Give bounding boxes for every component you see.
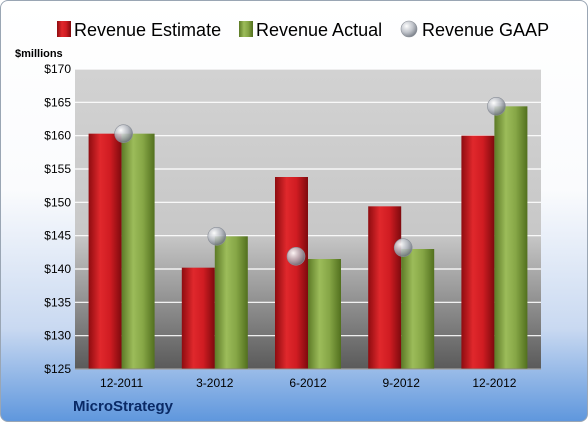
gaap-markers bbox=[114, 97, 506, 266]
legend-item-revenue-estimate: Revenue Estimate bbox=[57, 20, 221, 40]
bar-revenue-estimate bbox=[88, 133, 122, 369]
bar-revenue-actual bbox=[494, 106, 528, 369]
bar-revenue-estimate bbox=[461, 135, 495, 369]
bar-revenue-estimate bbox=[368, 206, 402, 369]
marker-revenue-gaap bbox=[207, 227, 227, 246]
bar-revenue-actual bbox=[401, 249, 435, 369]
y-tick-label: $145 bbox=[44, 229, 71, 243]
x-tick-label: 3-2012 bbox=[196, 376, 234, 390]
legend: Revenue Estimate Revenue Actual Revenue … bbox=[57, 20, 549, 40]
company-label: MicroStrategy bbox=[73, 398, 174, 415]
legend-marker-revenue-gaap bbox=[400, 20, 418, 38]
x-tick-label: 12-2011 bbox=[100, 376, 143, 390]
legend-item-revenue-gaap: Revenue GAAP bbox=[400, 20, 549, 40]
bar-revenue-actual bbox=[308, 259, 341, 369]
legend-swatch-revenue-estimate bbox=[57, 21, 71, 37]
bar-revenue-actual bbox=[214, 236, 248, 369]
x-tick-label: 9-2012 bbox=[383, 376, 421, 390]
y-tick-label: $165 bbox=[44, 95, 71, 109]
y-tick-label: $130 bbox=[44, 329, 71, 343]
x-tick-label: 12-2012 bbox=[472, 376, 516, 390]
x-tick-label: 6-2012 bbox=[289, 376, 327, 390]
bar-revenue-estimate bbox=[181, 267, 215, 369]
x-axis-ticks: 12-2011 3-2012 6-2012 9-2012 12-2012 bbox=[100, 376, 517, 390]
y-tick-label: $160 bbox=[44, 129, 71, 143]
marker-revenue-gaap bbox=[114, 124, 133, 143]
marker-revenue-gaap bbox=[487, 97, 506, 116]
legend-label-revenue-gaap: Revenue GAAP bbox=[422, 20, 549, 40]
y-tick-label: $155 bbox=[44, 162, 71, 176]
bar-revenue-estimate bbox=[275, 177, 308, 369]
legend-label-revenue-estimate: Revenue Estimate bbox=[74, 20, 221, 40]
legend-label-revenue-actual: Revenue Actual bbox=[256, 20, 382, 40]
legend-item-revenue-actual: Revenue Actual bbox=[239, 20, 382, 40]
marker-revenue-gaap bbox=[393, 238, 413, 257]
y-tick-label: $125 bbox=[44, 362, 71, 376]
y-axis-unit-label: $millions bbox=[15, 48, 63, 60]
y-axis-ticks: $125 $130 $135 $140 $145 $150 $155 $160 $165 $170 bbox=[44, 62, 71, 376]
y-tick-label: $170 bbox=[44, 62, 71, 76]
marker-revenue-gaap bbox=[286, 247, 306, 266]
legend-swatch-revenue-actual bbox=[239, 21, 253, 37]
bars bbox=[88, 106, 528, 369]
y-tick-label: $140 bbox=[44, 262, 71, 276]
y-tick-label: $150 bbox=[44, 195, 71, 209]
bar-revenue-actual bbox=[121, 133, 155, 369]
y-tick-label: $135 bbox=[44, 295, 71, 309]
